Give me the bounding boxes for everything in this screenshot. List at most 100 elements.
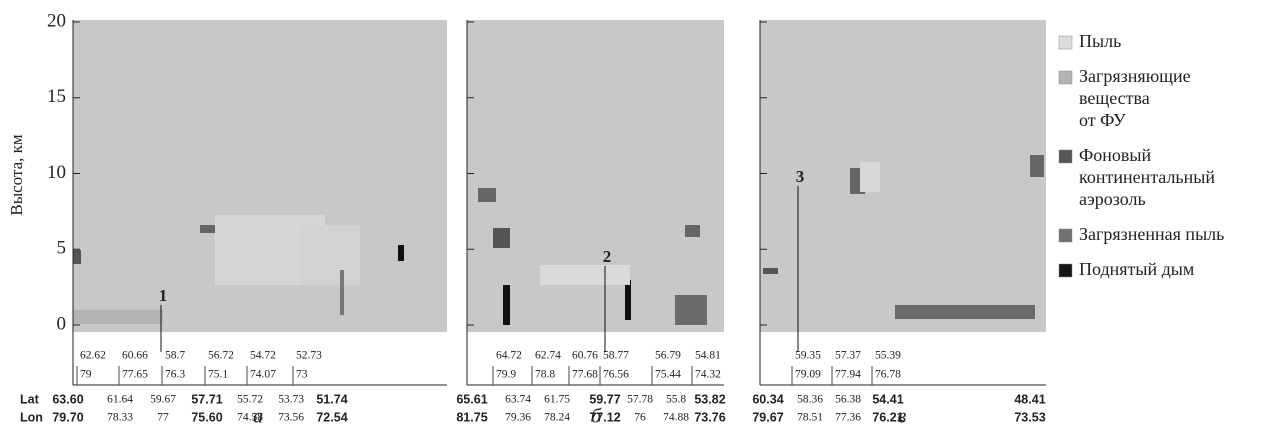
inner-lat: 60.76 [572,350,598,362]
marker-label: 3 [796,167,805,186]
inner-lat: 57.37 [835,350,861,362]
lon-label: 75.60 [191,410,222,424]
lat-label: 53.82 [694,392,725,406]
dust-region [860,162,880,192]
marker-label: 1 [159,286,168,305]
legend-text: от ФУ [1079,110,1126,130]
inner-lat: 60.66 [122,350,148,362]
legend-text: Загрязненная пыль [1079,224,1224,244]
inner-lon: 77.68 [572,369,598,381]
y-tick-label: 5 [57,238,67,259]
dust-region [300,225,360,285]
inner-lat: 58.7 [165,350,185,362]
marker-label: 2 [603,247,612,266]
lon-label: 73.76 [694,410,725,424]
inner-lon: 75.44 [655,369,681,381]
inner-lon: 79.9 [496,369,516,381]
lat-label: 59.67 [150,394,176,406]
inner-lon: 76.3 [165,369,185,381]
legend-swatch [1059,264,1072,277]
lat-label: 51.74 [316,392,347,406]
lat-label: 55.72 [237,394,263,406]
inner-lat: 62.62 [80,350,106,362]
legend-text: вещества [1079,88,1150,108]
polluted-dust [340,270,344,315]
inner-lat: 59.35 [795,350,821,362]
inner-lon: 77.94 [835,369,861,381]
smoke [503,285,510,325]
legend-text: Пыль [1079,31,1121,51]
panel-a [73,20,447,332]
lat-label: 61.75 [544,394,570,406]
y-tick-label: 10 [47,162,66,183]
bg-aerosol [763,268,778,274]
inner-lon: 76.78 [875,369,901,381]
lon-row-label: Lon [20,410,43,424]
y-tick-label: 20 [47,10,66,31]
inner-lat: 56.72 [208,350,234,362]
lat-label: 65.61 [456,392,487,406]
lon-label: 73.56 [278,412,304,424]
inner-lat: 55.39 [875,350,901,362]
lat-label: 58.36 [797,394,823,406]
lon-label: 77 [157,412,169,424]
legend-swatch [1059,71,1072,84]
dust-region [540,265,630,285]
bg-aerosol [478,188,496,202]
lon-label: 79.36 [505,412,531,424]
inner-lon: 79 [80,369,92,381]
lon-label: 78.24 [544,412,570,424]
inner-lon: 75.1 [208,369,228,381]
legend-text: аэрозоль [1079,189,1146,209]
bg-aerosol [685,225,700,237]
lon-label: 73.53 [1014,410,1045,424]
legend-swatch [1059,229,1072,242]
inner-lat: 52.73 [296,350,322,362]
legend-swatch [1059,150,1072,163]
legend-text: Загрязняющие [1079,66,1191,86]
lon-label: 78.33 [107,412,133,424]
lon-label: 79.70 [52,410,83,424]
inner-lat: 54.81 [695,350,721,362]
lat-row-label: Lat [20,392,40,406]
inner-lat: 62.74 [535,350,561,362]
lat-label: 55.8 [666,394,686,406]
bg-aerosol [493,228,510,248]
lat-label: 56.38 [835,394,861,406]
panel-letter: в [898,406,907,428]
bg-aerosol [73,250,81,264]
legend-text: континентальный [1079,167,1215,187]
inner-lon: 73 [296,369,308,381]
y-tick-label: 0 [57,313,67,334]
polluted-dust [895,305,1035,319]
panel-letter: б [591,406,602,428]
legend-swatch [1059,36,1072,49]
lon-label: 72.54 [316,410,347,424]
inner-lon: 78.8 [535,369,555,381]
inner-lon: 76.56 [603,369,629,381]
bg-aerosol [1030,155,1044,177]
panel-backgrounds [73,20,1046,332]
lon-label: 79.67 [752,410,783,424]
legend-text: Поднятый дым [1079,259,1194,279]
inner-lat: 54.72 [250,350,276,362]
inner-lon: 77.65 [122,369,148,381]
pollutant [73,310,163,324]
lat-label: 57.71 [191,392,222,406]
smoke [398,245,404,261]
polluted-dust [675,295,707,325]
bg-aerosol [200,225,215,233]
inner-lon: 74.07 [250,369,276,381]
y-axis-label: Высота, км [7,134,26,216]
panel-letter: а [253,406,263,428]
inner-lon: 79.09 [795,369,821,381]
lat-label: 53.73 [278,394,304,406]
lon-label: 78.51 [797,412,823,424]
lat-label: 57.78 [627,394,653,406]
inner-lat: 56.79 [655,350,681,362]
lat-label: 63.60 [52,392,83,406]
y-tick-label: 15 [47,86,66,107]
lon-label: 74.88 [663,412,689,424]
lon-label: 81.75 [456,410,487,424]
lat-label: 61.64 [107,394,133,406]
